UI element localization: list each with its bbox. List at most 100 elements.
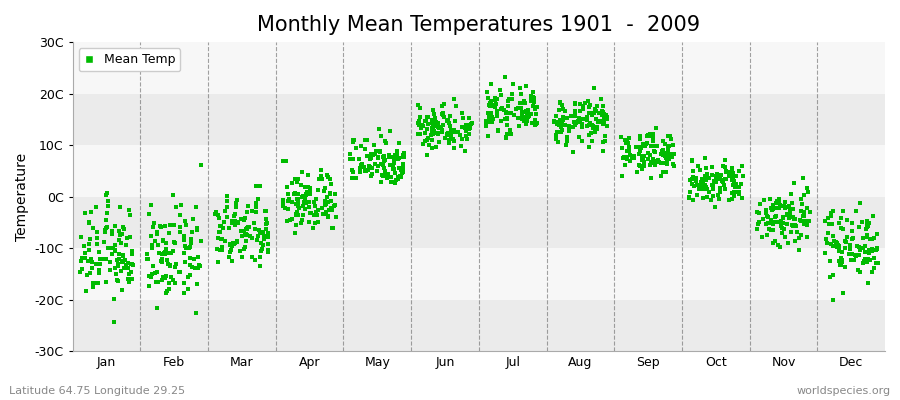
Point xyxy=(306,224,320,231)
Point xyxy=(634,148,648,154)
Point xyxy=(190,281,204,288)
Point xyxy=(615,144,629,151)
Point xyxy=(144,201,158,208)
Point xyxy=(278,204,293,211)
Point xyxy=(596,121,610,128)
Point xyxy=(220,198,234,204)
Point xyxy=(311,206,326,213)
Point xyxy=(227,241,241,247)
Bar xyxy=(73,94,885,145)
Point xyxy=(721,173,735,180)
Point xyxy=(431,125,446,131)
Point xyxy=(220,214,234,220)
Point xyxy=(230,219,244,225)
Point xyxy=(315,176,329,182)
Point xyxy=(328,214,343,220)
Point xyxy=(364,151,379,158)
Point xyxy=(324,198,338,204)
Point xyxy=(585,122,599,129)
Point xyxy=(382,151,396,158)
Point xyxy=(663,151,678,158)
Point xyxy=(526,102,540,109)
Point xyxy=(556,116,571,123)
Point xyxy=(394,174,409,180)
Point xyxy=(462,114,476,121)
Point xyxy=(140,251,155,257)
Point xyxy=(709,176,724,182)
Point xyxy=(436,112,450,118)
Point xyxy=(649,125,663,131)
Point xyxy=(785,200,799,206)
Point xyxy=(158,249,172,256)
Point xyxy=(110,256,124,263)
Point xyxy=(78,250,93,256)
Point xyxy=(525,120,539,126)
Point xyxy=(631,144,645,150)
Point xyxy=(249,237,264,244)
Point xyxy=(171,269,185,275)
Point xyxy=(726,170,741,176)
Point xyxy=(775,229,789,236)
Point xyxy=(648,149,662,156)
Point xyxy=(560,115,574,122)
Point xyxy=(644,143,659,150)
Point xyxy=(289,212,303,218)
Point xyxy=(845,236,859,242)
Point xyxy=(581,110,596,116)
Point xyxy=(865,246,879,252)
Point xyxy=(390,152,404,158)
Point xyxy=(629,169,643,175)
Point xyxy=(218,238,232,244)
Point xyxy=(550,120,564,127)
Point xyxy=(714,172,728,178)
Point xyxy=(214,246,229,253)
Point xyxy=(870,246,885,252)
Point xyxy=(715,178,729,184)
Point xyxy=(388,170,402,176)
Point xyxy=(298,184,312,190)
Point xyxy=(765,206,779,212)
Point xyxy=(860,259,875,266)
Point xyxy=(823,258,837,264)
Point xyxy=(235,233,249,240)
Point xyxy=(459,122,473,128)
Point xyxy=(100,224,114,231)
Point xyxy=(443,122,457,129)
Point xyxy=(500,121,515,128)
Point xyxy=(499,109,513,115)
Point xyxy=(82,220,96,226)
Point xyxy=(349,145,364,152)
Point xyxy=(251,233,266,239)
Point xyxy=(800,184,814,191)
Point xyxy=(155,258,169,265)
Bar xyxy=(73,197,885,248)
Bar xyxy=(73,145,885,197)
Point xyxy=(77,255,92,261)
Point xyxy=(706,183,721,190)
Point xyxy=(435,127,449,134)
Point xyxy=(682,194,697,200)
Point xyxy=(303,184,318,191)
Point xyxy=(773,244,788,250)
Point xyxy=(588,129,602,135)
Point xyxy=(392,140,406,146)
Point xyxy=(775,225,789,231)
Point xyxy=(253,183,267,189)
Point xyxy=(84,256,98,262)
Point xyxy=(510,105,525,112)
Point xyxy=(658,141,672,147)
Point xyxy=(632,151,646,158)
Point xyxy=(716,163,730,170)
Point xyxy=(829,239,843,245)
Point xyxy=(107,265,122,271)
Text: worldspecies.org: worldspecies.org xyxy=(796,386,891,396)
Point xyxy=(390,148,404,154)
Point xyxy=(765,219,779,225)
Point xyxy=(725,196,740,202)
Point xyxy=(482,112,496,118)
Point xyxy=(224,219,238,225)
Point xyxy=(580,123,594,129)
Point xyxy=(114,268,129,274)
Point xyxy=(213,236,228,242)
Point xyxy=(616,154,630,161)
